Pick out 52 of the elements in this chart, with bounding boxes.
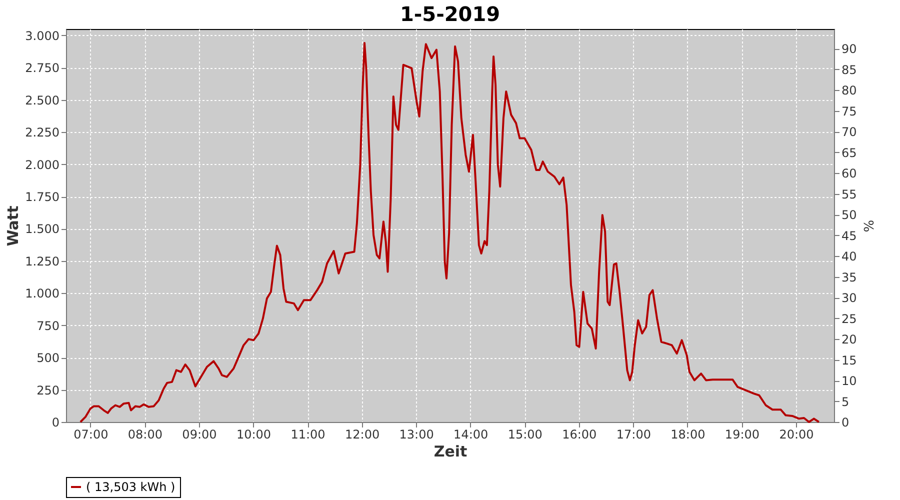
y2-tick-label: 15: [842, 353, 857, 368]
y2-axis-title: %: [860, 220, 875, 232]
x-tick-label: 14:00: [454, 428, 488, 442]
y2-tick-label: 75: [842, 104, 857, 118]
x-tick-label: 07:00: [74, 428, 108, 442]
x-tick-label: 19:00: [724, 428, 760, 442]
y2-tick-label: 90: [842, 42, 857, 56]
y-axis-title: Watt: [4, 206, 22, 246]
y2-tick-label: 25: [842, 312, 857, 326]
y-tick-label: 1.500: [25, 222, 60, 236]
y-tick-label: 2.000: [25, 158, 60, 172]
y-tick-label: 2.500: [25, 93, 60, 108]
y-tick-label: 500: [36, 351, 60, 366]
x-tick-label: 11:00: [290, 428, 326, 442]
y-tick-label: 2.750: [25, 61, 60, 76]
y-tick-label: 750: [36, 318, 60, 333]
x-tick-label: 17:00: [616, 428, 651, 442]
legend-label: ( 13,503 kWh ): [86, 480, 176, 494]
y2-tick-label: 45: [842, 228, 857, 243]
y2-tick-label: 85: [842, 62, 857, 77]
y2-tick-label: 50: [842, 208, 857, 222]
x-axis-title: Zeit: [434, 442, 468, 460]
y2-tick-label: 70: [842, 125, 857, 140]
y-tick-label: 0: [52, 416, 60, 430]
y-tick-label: 1.250: [25, 254, 60, 268]
x-tick-label: 12:00: [345, 428, 380, 442]
y2-tick-label: 5: [842, 394, 850, 409]
y2-tick-label: 30: [842, 291, 857, 305]
y-tick-label: 3.000: [25, 28, 60, 43]
x-tick-label: 10:00: [236, 428, 272, 442]
x-tick-label: 15:00: [508, 428, 542, 442]
x-tick-label: 16:00: [562, 428, 597, 442]
y2-tick-label: 20: [842, 332, 857, 346]
y2-tick-label: 40: [842, 250, 857, 264]
x-tick-label: 20:00: [779, 428, 814, 442]
x-tick-label: 08:00: [128, 428, 162, 442]
y2-tick-label: 80: [842, 84, 857, 98]
y2-tick-label: 10: [842, 374, 857, 388]
y2-tick-label: 35: [842, 270, 857, 284]
y2-tick-label: 60: [842, 166, 857, 181]
y-tick-label: 1.000: [25, 286, 60, 301]
y-tick-label: 250: [36, 383, 60, 398]
y2-tick-label: 55: [842, 187, 857, 202]
y-tick-label: 2.250: [25, 126, 60, 140]
x-tick-label: 18:00: [670, 428, 706, 442]
x-tick-label: 13:00: [399, 428, 434, 442]
x-tick-label: 09:00: [182, 428, 217, 442]
y2-tick-label: 65: [842, 146, 857, 160]
y-tick-label: 1.750: [25, 190, 60, 204]
y2-tick-label: 0: [842, 416, 850, 430]
line-series: [79, 42, 820, 423]
chart-title: 1-5-2019: [400, 2, 500, 26]
